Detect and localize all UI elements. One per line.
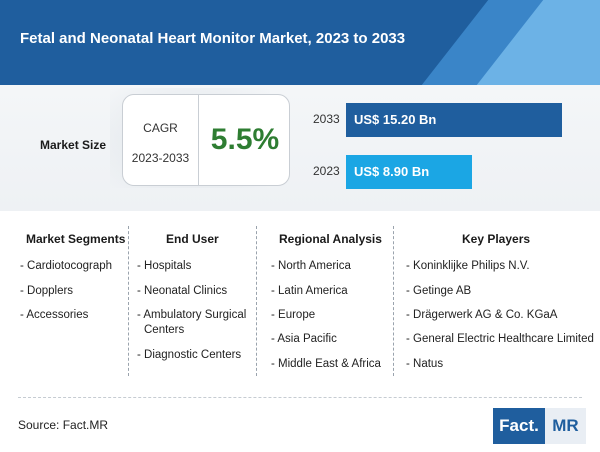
column-divider <box>256 226 257 376</box>
end-user-item: - Ambulatory Surgical <box>137 309 247 321</box>
bar-year-2023: 2023 <box>313 164 340 178</box>
region-item: - Latin America <box>271 285 348 297</box>
source-text: Source: Fact.MR <box>18 418 109 432</box>
player-item: - Getinge AB <box>406 285 472 297</box>
market-size-label: Market Size <box>40 138 107 152</box>
player-item: - Natus <box>406 358 444 370</box>
header-banner: Fetal and Neonatal Heart Monitor Market,… <box>0 0 600 85</box>
segments-heading: Market Segments <box>26 232 126 246</box>
region-item: - Middle East & Africa <box>271 358 381 370</box>
page-title: Fetal and Neonatal Heart Monitor Market,… <box>20 30 406 47</box>
region-item: - Europe <box>271 309 316 321</box>
bar-2023: US$ 8.90 Bn <box>346 155 472 189</box>
cagr-period: 2023-2033 <box>131 151 190 165</box>
bar-2033: US$ 15.20 Bn <box>346 103 562 137</box>
end-user-item: - Diagnostic Centers <box>137 349 242 361</box>
segment-item: - Cardiotocograph <box>20 260 113 272</box>
footer-divider <box>18 397 582 398</box>
region-item: - Asia Pacific <box>271 333 337 345</box>
fact-mr-logo: Fact. MR <box>493 408 586 444</box>
column-divider <box>393 226 394 376</box>
region-item: - North America <box>271 260 351 272</box>
regional-heading: Regional Analysis <box>279 232 382 246</box>
logo-mr-text: MR <box>545 408 586 444</box>
key-players-heading: Key Players <box>462 232 531 246</box>
player-item: - Drägerwerk AG & Co. KGaA <box>406 309 558 321</box>
cagr-value: 5.5% <box>210 123 280 156</box>
cagr-box: CAGR 2023-2033 5.5% <box>122 94 290 186</box>
player-item: - General Electric Healthcare Limited <box>406 333 594 345</box>
logo-fact-text: Fact. <box>493 408 545 444</box>
player-item: - Koninklijke Philips N.V. <box>406 260 530 272</box>
column-divider <box>128 226 129 376</box>
end-user-item: - Hospitals <box>137 260 192 272</box>
segment-item: - Accessories <box>20 309 89 321</box>
end-user-item-continued: Centers <box>144 324 185 336</box>
end-user-heading: End User <box>166 232 219 246</box>
bar-year-2033: 2033 <box>313 112 340 126</box>
end-user-item: - Neonatal Clinics <box>137 285 228 297</box>
cagr-divider <box>198 95 199 185</box>
cagr-label: CAGR <box>143 121 178 135</box>
segment-item: - Dopplers <box>20 285 74 297</box>
